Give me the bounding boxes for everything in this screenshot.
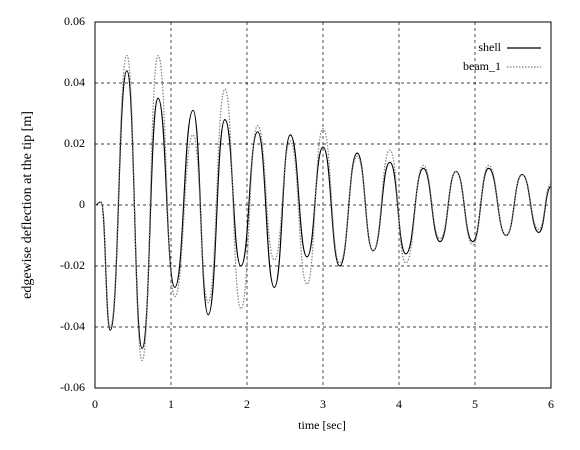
y-tick-label: 0.04 [64,75,85,89]
x-tick-label: 2 [244,397,250,411]
y-tick-label: 0 [79,197,85,211]
y-tick-label: -0.06 [60,380,85,394]
y-tick-label: 0.06 [64,14,85,28]
y-tick-label: 0.02 [64,136,85,150]
legend-label: beam_1 [463,59,501,73]
x-tick-label: 0 [92,397,98,411]
x-tick-label: 1 [168,397,174,411]
x-tick-label: 5 [472,397,478,411]
x-tick-label: 3 [320,397,326,411]
y-axis-label: edgewise deflection at the tip [m] [20,111,35,299]
x-tick-label: 4 [396,397,402,411]
x-axis-label: time [sec] [298,418,346,432]
y-tick-label: -0.04 [60,319,85,333]
x-tick-label: 6 [548,397,554,411]
series-line [94,54,552,362]
legend-label: shell [478,40,501,54]
y-tick-label: -0.02 [60,258,85,272]
